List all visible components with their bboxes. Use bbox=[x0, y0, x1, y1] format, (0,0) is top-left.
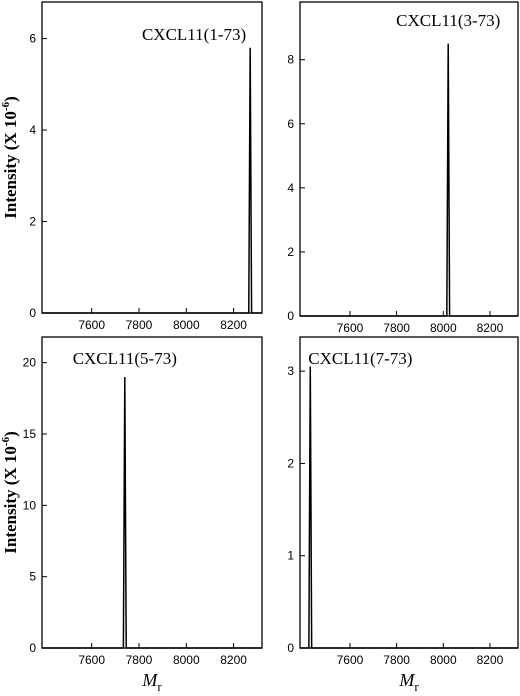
y-tick-label: 0 bbox=[287, 309, 294, 323]
x-tick-label: 7800 bbox=[383, 653, 410, 667]
x-tick-label: 7800 bbox=[126, 653, 153, 667]
x-tick-label: 8200 bbox=[220, 318, 247, 332]
y-tick-label: 5 bbox=[29, 570, 36, 584]
x-axis-title-sub: r bbox=[157, 679, 162, 694]
x-tick-label: 7600 bbox=[337, 321, 364, 335]
peak-label: CXCL11(7-73) bbox=[308, 349, 412, 368]
y-tick-label: 6 bbox=[29, 32, 36, 46]
spectrum-line bbox=[42, 47, 262, 314]
x-tick-label: 7600 bbox=[78, 653, 105, 667]
y-tick-label: 0 bbox=[29, 641, 36, 655]
x-tick-label: 8000 bbox=[430, 653, 457, 667]
plot-frame bbox=[299, 1, 519, 317]
y-tick-label: 15 bbox=[23, 427, 37, 441]
y-tick-label: 10 bbox=[23, 498, 37, 512]
y-axis-title-end: ) bbox=[1, 431, 20, 437]
spectrum-line bbox=[300, 366, 518, 649]
y-axis-title: Intensity (X 10-6) bbox=[0, 96, 20, 219]
y-tick-label: 4 bbox=[29, 123, 36, 137]
x-tick-label: 8200 bbox=[477, 321, 504, 335]
y-tick-label: 20 bbox=[23, 356, 37, 370]
x-tick-label: 7800 bbox=[126, 318, 153, 332]
x-axis-title: Mr bbox=[141, 670, 162, 694]
y-tick-label: 2 bbox=[287, 245, 294, 259]
y-axis-title-main: Intensity (X 10 bbox=[1, 111, 20, 219]
y-axis-title-end: ) bbox=[1, 96, 20, 102]
y-tick-label: 6 bbox=[287, 117, 294, 131]
x-tick-label: 8000 bbox=[173, 318, 200, 332]
peak-label: CXCL11(1-73) bbox=[142, 25, 246, 44]
panel: 7600 7800 8000 8200 0 2 4 6 8 CXCL11(3-73) bbox=[287, 1, 519, 335]
peak-label: CXCL11(3-73) bbox=[396, 11, 500, 30]
panel: 7600 7800 8000 8200 0 2 4 6 CXCL11(1-73) Intensit… bbox=[0, 1, 263, 332]
plot-frame bbox=[41, 1, 263, 314]
y-tick-label: 3 bbox=[287, 364, 294, 378]
y-tick-label: 0 bbox=[29, 306, 36, 320]
x-tick-label: 7600 bbox=[78, 318, 105, 332]
y-tick-label: 1 bbox=[287, 549, 294, 563]
x-axis-title-main: M bbox=[141, 670, 158, 690]
y-axis-title-sup: -6 bbox=[0, 101, 12, 111]
y-axis-title-main: Intensity (X 10 bbox=[1, 446, 20, 554]
y-axis-title-sup: -6 bbox=[0, 436, 12, 446]
spectrum-line bbox=[300, 43, 518, 317]
panel: 7600 7800 8000 8200 0 5 10 15 20 CXCL11(5-73) Inte… bbox=[0, 336, 263, 694]
y-axis-title: Intensity (X 10-6) bbox=[0, 431, 20, 554]
spectrum-line bbox=[42, 376, 262, 649]
y-tick-label: 8 bbox=[287, 53, 294, 67]
x-tick-label: 8200 bbox=[220, 653, 247, 667]
panel: 7600 7800 8000 8200 0 1 2 3 CXCL11(7-73) Mr bbox=[287, 336, 519, 694]
x-tick-label: 8000 bbox=[173, 653, 200, 667]
x-tick-label: 7600 bbox=[337, 653, 364, 667]
x-axis-title-main: M bbox=[398, 670, 415, 690]
plot-frame bbox=[41, 336, 263, 649]
y-tick-label: 0 bbox=[287, 641, 294, 655]
x-tick-label: 8000 bbox=[430, 321, 457, 335]
plot-frame bbox=[299, 336, 519, 649]
x-axis-title-sub: r bbox=[414, 679, 419, 694]
y-tick-label: 2 bbox=[29, 215, 36, 229]
y-tick-label: 4 bbox=[287, 181, 294, 195]
x-tick-label: 7800 bbox=[383, 321, 410, 335]
x-axis-title: Mr bbox=[398, 670, 419, 694]
y-tick-label: 2 bbox=[287, 456, 294, 470]
x-tick-label: 8200 bbox=[477, 653, 504, 667]
peak-label: CXCL11(5-73) bbox=[73, 349, 177, 368]
